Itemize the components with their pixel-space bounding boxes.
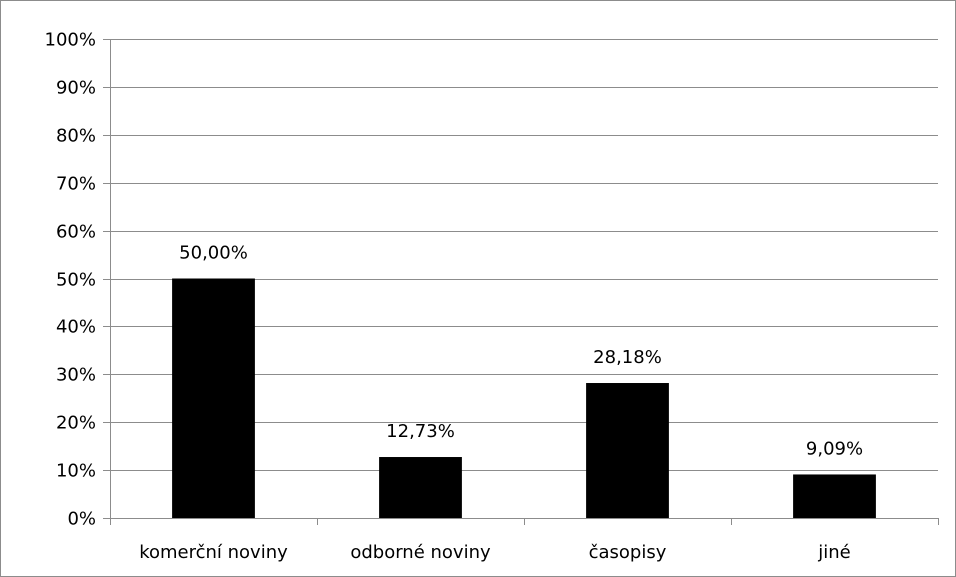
data-label: 12,73% — [386, 421, 455, 442]
bar — [586, 383, 669, 518]
y-tick-label: 70% — [56, 174, 96, 195]
y-tick-label: 100% — [45, 30, 96, 51]
data-label: 28,18% — [593, 347, 662, 368]
y-tick-label: 50% — [56, 270, 96, 291]
category-label: komerční noviny — [139, 542, 288, 563]
y-tick-label: 80% — [56, 126, 96, 147]
y-tick-label: 90% — [56, 78, 96, 99]
y-tick-label: 30% — [56, 365, 96, 386]
category-label: časopisy — [589, 542, 667, 563]
y-tick-label: 40% — [56, 317, 96, 338]
bar — [172, 278, 255, 518]
category-label: odborné noviny — [350, 542, 491, 563]
bar — [793, 474, 876, 518]
data-label: 50,00% — [179, 243, 248, 264]
bar — [379, 457, 462, 518]
y-tick-label: 10% — [56, 461, 96, 482]
y-tick-label: 0% — [67, 509, 96, 530]
data-label: 9,09% — [806, 438, 863, 459]
y-tick-label: 60% — [56, 222, 96, 243]
category-label: jiné — [817, 542, 850, 563]
y-tick-label: 20% — [56, 413, 96, 434]
